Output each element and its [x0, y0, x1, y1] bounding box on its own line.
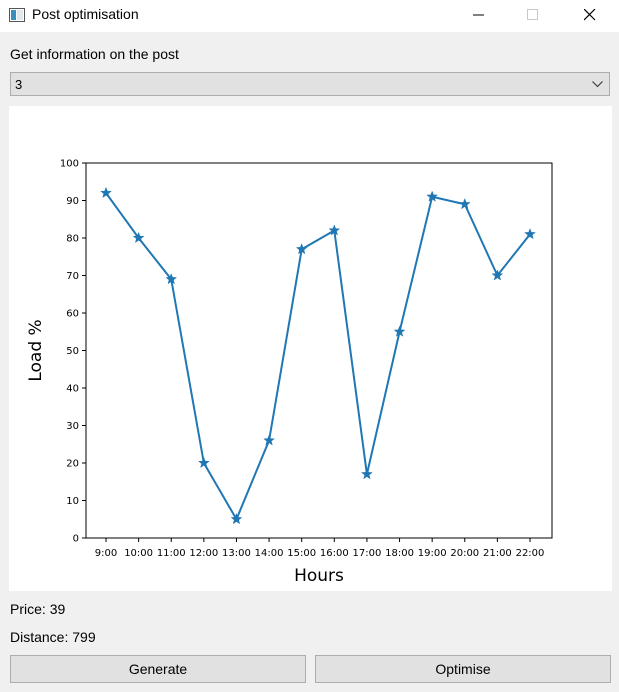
data-point-star [491, 269, 504, 281]
y-tick-label: 30 [66, 421, 79, 432]
close-icon [584, 9, 596, 21]
price-value: 39 [49, 601, 66, 617]
y-tick-label: 0 [73, 534, 79, 545]
data-point-star [230, 513, 243, 525]
y-tick-label: 90 [66, 196, 79, 207]
x-tick-label: 19:00 [418, 548, 447, 559]
selector-label: Get information on the post [10, 46, 179, 62]
data-point-star [458, 198, 471, 210]
distance-value: 799 [72, 629, 96, 645]
chevron-down-icon [592, 81, 603, 88]
close-button[interactable] [567, 0, 613, 30]
x-tick-label: 9:00 [95, 548, 117, 559]
price-label: Price: [10, 601, 46, 617]
post-select-value: 3 [15, 77, 23, 92]
y-tick-label: 40 [66, 384, 79, 395]
optimise-button[interactable]: Optimise [315, 655, 611, 683]
y-axis-label: Load % [26, 319, 46, 381]
load-chart: 0 10 20 30 40 50 60 70 80 90 100 9:00 10:00 11:00 12:0… [9, 106, 612, 591]
y-tick-label: 20 [66, 459, 79, 470]
minimize-icon [473, 14, 484, 16]
data-point-star [393, 325, 406, 337]
data-point-star [524, 228, 536, 240]
maximize-icon [527, 9, 538, 20]
distance-info: Distance: 799 [10, 629, 96, 645]
title-bar: Post optimisation [0, 0, 619, 32]
y-tick-label: 10 [66, 496, 79, 507]
x-axis-label: Hours [294, 566, 344, 586]
distance-label: Distance: [10, 629, 69, 645]
x-tick-label: 16:00 [320, 548, 349, 559]
x-tick-label: 18:00 [385, 548, 414, 559]
x-tick-label: 10:00 [124, 548, 153, 559]
post-select[interactable]: 3 [10, 72, 610, 96]
app-icon [9, 8, 25, 22]
minimize-button[interactable] [456, 0, 502, 30]
x-tick-label: 22:00 [516, 548, 545, 559]
data-point-star [263, 434, 275, 446]
y-tick-label: 50 [66, 346, 79, 357]
y-tick-label: 100 [60, 159, 79, 170]
x-tick-label: 13:00 [222, 548, 251, 559]
data-point-star [295, 243, 308, 255]
data-point-star [197, 456, 210, 469]
series-line [105, 192, 531, 521]
x-tick-label: 15:00 [287, 548, 316, 559]
x-tick-label: 17:00 [353, 548, 382, 559]
x-tick-label: 14:00 [255, 548, 284, 559]
x-tick-label: 12:00 [189, 548, 218, 559]
x-tick-label: 11:00 [157, 548, 186, 559]
data-point-star [328, 224, 341, 236]
data-point-star [100, 186, 112, 199]
x-tick-label: 21:00 [483, 548, 512, 559]
window-title: Post optimisation [32, 6, 139, 22]
price-info: Price: 39 [10, 601, 65, 617]
generate-button[interactable]: Generate [10, 655, 306, 683]
data-point-star [426, 190, 439, 202]
y-tick-label: 60 [66, 309, 79, 320]
plot-frame [85, 162, 553, 539]
maximize-button[interactable] [510, 0, 556, 30]
data-point-star [165, 273, 178, 285]
y-tick-label: 70 [66, 271, 79, 282]
data-point-star [132, 231, 145, 244]
load-chart-svg: 0 10 20 30 40 50 60 70 80 90 100 9:00 10:00 11:00 12:0… [26, 159, 553, 586]
y-tick-label: 80 [66, 234, 79, 245]
data-point-star [361, 468, 373, 480]
x-tick-label: 20:00 [450, 548, 479, 559]
